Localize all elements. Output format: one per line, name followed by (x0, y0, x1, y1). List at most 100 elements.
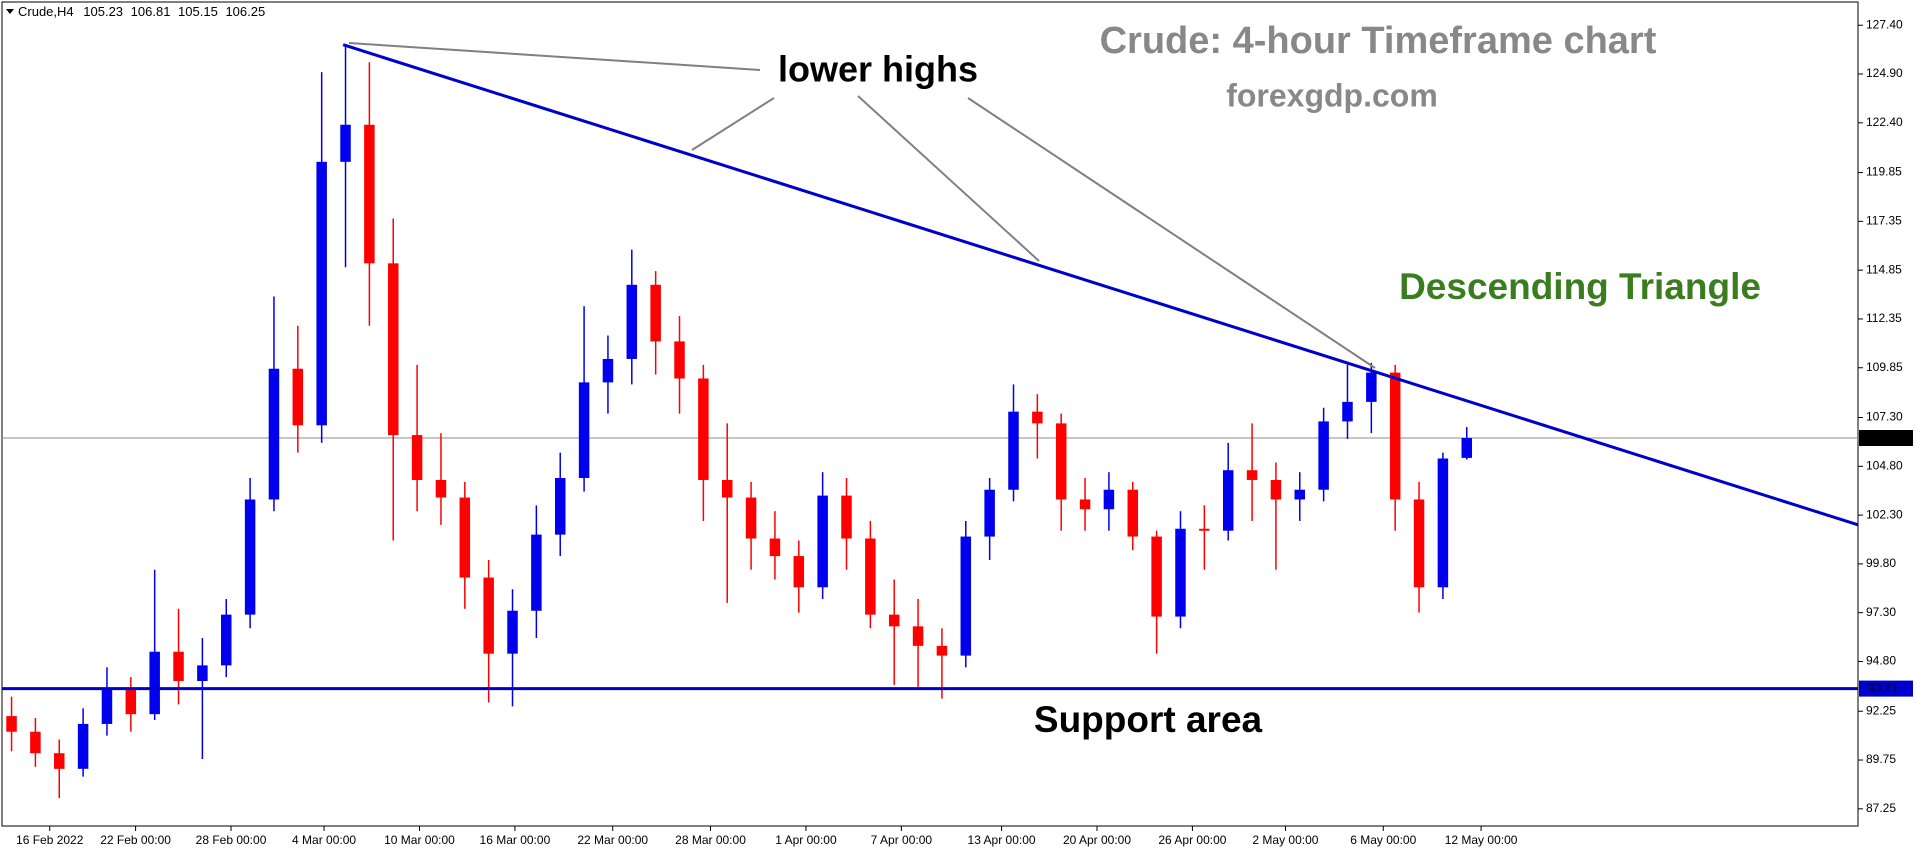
candle-body (1008, 411, 1019, 490)
candle-body (1413, 499, 1425, 588)
candle-body (1079, 499, 1091, 510)
x-tick-label: 28 Mar 00:00 (675, 833, 746, 847)
candle-body (960, 536, 972, 656)
y-tick-label: 87.25 (1866, 801, 1896, 815)
y-tick-label: 94.80 (1866, 654, 1896, 668)
y-tick-label: 112.35 (1866, 311, 1902, 325)
candle-body (316, 161, 327, 426)
y-tick-label: 104.80 (1866, 458, 1903, 472)
ohlc-high: 106.81 (131, 4, 171, 19)
candle-body (865, 538, 876, 615)
candle-body (1199, 528, 1210, 531)
header: Crude,H4 105.23 106.81 105.15 106.25 (18, 4, 265, 19)
pointers (348, 42, 1376, 369)
candle-body (936, 645, 948, 656)
candle-body (244, 499, 256, 615)
candle-body (268, 368, 280, 500)
candle-body (984, 489, 995, 537)
y-tick-label: 92.25 (1866, 703, 1896, 717)
candle-body (364, 124, 375, 264)
x-tick-label: 22 Mar 00:00 (577, 833, 648, 847)
candle-body (483, 577, 494, 654)
x-tick-label: 16 Feb 2022 (16, 833, 84, 847)
x-tick-label: 7 Apr 00:00 (871, 833, 933, 847)
x-tick-label: 28 Feb 00:00 (196, 833, 267, 847)
chart-subtitle: forexgdp.com (1226, 77, 1438, 113)
candle-body (435, 479, 447, 498)
candle-body (578, 382, 590, 479)
candle-body (674, 341, 685, 379)
y-tick-label: 114.85 (1866, 262, 1902, 276)
x-tick-label: 22 Feb 00:00 (100, 833, 171, 847)
candle-body (197, 665, 208, 681)
x-tick-label: 1 Apr 00:00 (775, 833, 837, 847)
candle-body (77, 723, 89, 769)
candle-body (54, 753, 65, 769)
x-tick-label: 12 May 00:00 (1445, 833, 1518, 847)
ohlc-low: 105.15 (178, 4, 218, 19)
pointer-line (348, 42, 761, 71)
candle-body (30, 731, 41, 754)
x-tick-label: 2 May 00:00 (1252, 833, 1318, 847)
candle-body (1032, 411, 1043, 424)
candle-body (340, 124, 351, 162)
candle-body (387, 263, 399, 436)
candle-body (1055, 423, 1067, 500)
x-tick-label: 6 May 00:00 (1350, 833, 1416, 847)
ohlc-open: 105.23 (83, 4, 123, 19)
marks (2, 43, 1859, 799)
price-label: 106.25 (1864, 430, 1901, 444)
plot-frame (1, 1, 1859, 827)
x-tick-label: 10 Mar 00:00 (384, 833, 455, 847)
y-tick-label: 117.35 (1866, 214, 1902, 228)
x-tick-label: 16 Mar 00:00 (480, 833, 551, 847)
candle-body (101, 688, 113, 724)
support-label: 93.41 (1868, 681, 1898, 695)
pointer-line (967, 97, 1376, 369)
candle-body (1342, 401, 1353, 422)
candle-body (745, 497, 757, 539)
y-tick-label: 99.80 (1866, 556, 1896, 570)
support-label-box (1859, 680, 1913, 697)
candle-body (6, 716, 17, 732)
candle-body (173, 651, 184, 681)
candle-body (1103, 489, 1115, 510)
candle-body (1151, 536, 1162, 617)
y-tick-label: 127.40 (1866, 17, 1903, 31)
candle-body (292, 368, 304, 426)
annotation: Support area (1034, 699, 1263, 740)
candle-body (1222, 470, 1234, 531)
y-tick-label: 107.30 (1866, 410, 1903, 424)
pointer-line (857, 95, 1040, 262)
ohlc-close: 106.25 (225, 4, 265, 19)
candle-body (1175, 528, 1186, 617)
candle-body (149, 651, 160, 715)
candle-body (411, 435, 423, 480)
chart-title: Crude: 4-hour Timeframe chart (1100, 20, 1657, 62)
x-tick-label: 4 Mar 00:00 (292, 833, 356, 847)
candle-body (793, 556, 805, 588)
menu-arrow[interactable] (6, 9, 14, 14)
candle-body (1270, 479, 1282, 500)
y-tick-label: 102.30 (1866, 507, 1903, 521)
candle-body (1318, 421, 1329, 490)
candle-body (769, 538, 781, 557)
x-tick-label: 20 Apr 00:00 (1063, 833, 1131, 847)
y-tick-label: 97.30 (1866, 605, 1896, 619)
candle-body (602, 358, 614, 383)
candle-body (650, 284, 661, 342)
candle-body (888, 614, 900, 627)
trend-line (342, 43, 1859, 527)
candle-body (459, 497, 471, 578)
candle-body (721, 479, 733, 498)
y-tick-label: 109.85 (1866, 360, 1903, 374)
candle-body (626, 284, 638, 359)
y-tick-label: 119.85 (1866, 165, 1902, 179)
candle-body (817, 495, 828, 588)
candle-body (125, 688, 137, 715)
annotation: Descending Triangle (1399, 266, 1761, 307)
x-tick-label: 26 Apr 00:00 (1158, 833, 1226, 847)
candle-body (531, 534, 542, 611)
